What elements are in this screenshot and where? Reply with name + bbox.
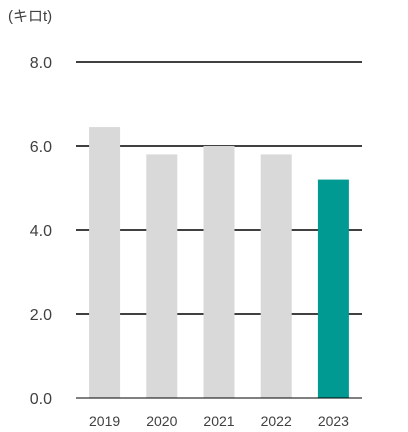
x-axis-ticks: 2019 2020 2021 2022 2023 xyxy=(89,413,349,429)
x-tick-label-2021: 2021 xyxy=(203,413,234,429)
bar-2022 xyxy=(260,154,292,398)
y-tick-label: 6.0 xyxy=(30,139,52,156)
bar-2020 xyxy=(146,154,178,398)
x-tick-label-2022: 2022 xyxy=(261,413,292,429)
y-tick-label: 0.0 xyxy=(30,391,52,408)
bar-2023 xyxy=(317,179,349,398)
y-tick-label: 8.0 xyxy=(30,55,52,72)
unit-label: (キロt) xyxy=(8,8,52,25)
bar-2019 xyxy=(89,127,121,398)
bar-2021 xyxy=(203,146,235,398)
x-tick-label-2019: 2019 xyxy=(89,413,120,429)
x-tick-label-2023: 2023 xyxy=(318,413,349,429)
y-tick-label: 4.0 xyxy=(30,223,52,240)
x-tick-label-2020: 2020 xyxy=(146,413,177,429)
bars xyxy=(89,127,349,398)
y-axis-ticks: 0.0 2.0 4.0 6.0 8.0 xyxy=(30,55,52,408)
y-tick-label: 2.0 xyxy=(30,307,52,324)
